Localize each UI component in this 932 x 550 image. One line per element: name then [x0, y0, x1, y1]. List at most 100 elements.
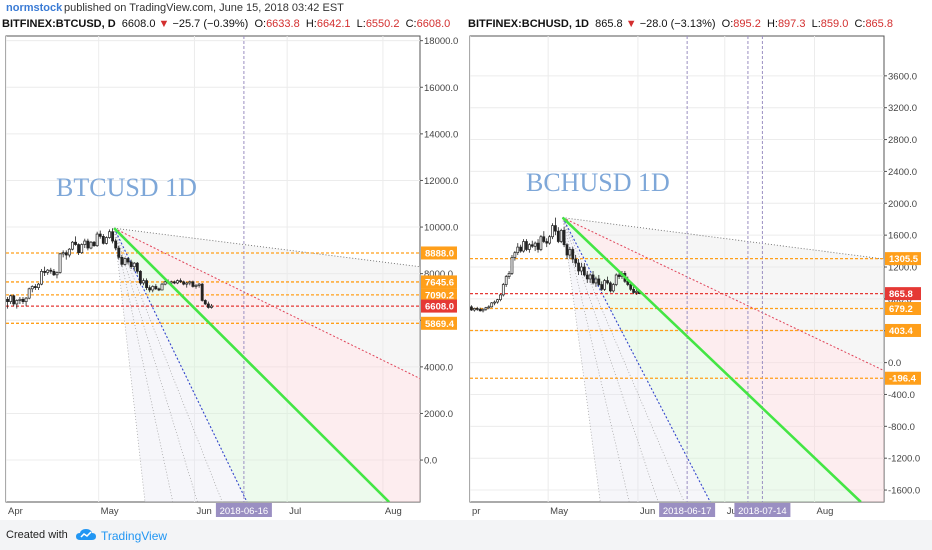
low-label: L: [356, 18, 366, 30]
y-tick-label: 8000.0 [424, 269, 453, 280]
fan-line-main [113, 227, 391, 502]
candle-body [533, 242, 537, 247]
fan-line-red [562, 217, 884, 372]
candle-body [61, 252, 65, 255]
x-tick-label: Aug [385, 506, 402, 517]
candle-body [501, 284, 505, 296]
ticker-line: BITFINEX:BCHUSD, 1D 865.8 ▼ −28.0 (−3.13… [468, 18, 893, 30]
date-badge-label: 2018-07-14 [738, 506, 787, 517]
candle-body [163, 281, 167, 285]
chart-panel-btcusd[interactable]: BTCUSD 1D 18000.0 16000.0 14000.0 12000.0 100… [0, 16, 466, 520]
candle-body [472, 308, 476, 311]
high-label: H: [766, 18, 778, 30]
candle-body [182, 281, 186, 285]
y-tick-label: -400.0 [888, 390, 915, 401]
candle-body [194, 284, 198, 287]
candle-body [478, 308, 482, 312]
candle-body [9, 295, 13, 302]
ticker-line: BITFINEX:BTCUSD, D 6608.0 ▼ −25.7 (−0.39… [2, 18, 450, 30]
x-tick-label: May [101, 506, 119, 517]
y-tick-label: 4000.0 [424, 362, 453, 373]
symbol-label[interactable]: BITFINEX:BTCUSD, D [2, 18, 116, 30]
tradingview-cloud-icon[interactable] [75, 528, 97, 542]
candle-body [609, 282, 612, 292]
watermark-label: BTCUSD 1D [56, 173, 197, 202]
last-price: 865.8 [595, 18, 623, 30]
candle-body [597, 278, 601, 285]
date-badge-label: 2018-06-17 [663, 506, 712, 517]
change-arrow-icon: ▼ [158, 18, 170, 30]
candle-body [145, 280, 149, 288]
candle-body [24, 297, 28, 302]
price-level-badge [421, 288, 457, 302]
candle-body [95, 233, 99, 247]
change-arrow-icon: ▼ [625, 18, 637, 30]
chart-panel-bchusd[interactable]: BCHUSD 1D 3600.0 3200.0 2800.0 2400.0 2000.0 1… [466, 16, 932, 520]
fan-ray [113, 228, 146, 502]
y-tick-label: 0.0 [888, 358, 901, 369]
plot-area [5, 35, 421, 503]
high-value: 6642.1 [316, 18, 351, 30]
candle-body [40, 270, 43, 285]
candle-body [197, 283, 201, 286]
candle-body [525, 241, 528, 250]
candle-body [18, 298, 22, 301]
candle-body [635, 290, 638, 293]
candle-body [74, 241, 77, 245]
x-tick-label: Jun [640, 506, 655, 517]
candle-body [542, 236, 546, 242]
price-level-value: 6608.0 [425, 302, 454, 313]
candle-body [203, 300, 207, 305]
symbol-label[interactable]: BITFINEX:BCHUSD, 1D [468, 18, 590, 30]
close-value: 865.8 [865, 18, 893, 30]
candle-body [539, 236, 543, 250]
high-value: 897.3 [777, 18, 806, 30]
candle-body [582, 266, 586, 276]
candle-body [126, 258, 130, 263]
candle-body [27, 288, 31, 299]
candle-body [585, 274, 589, 280]
price-level-value: 679.2 [889, 304, 913, 315]
candle-body [142, 280, 145, 284]
y-tick-label: -800.0 [888, 422, 915, 433]
open-label: O: [721, 18, 734, 30]
candle-body [108, 231, 111, 238]
chart-svg-bchusd[interactable]: BCHUSD 1D 3600.0 3200.0 2800.0 2400.0 2000.0 1… [466, 16, 932, 520]
candle-body [210, 305, 213, 308]
candle-body [562, 230, 566, 246]
price-level-value: 403.4 [889, 326, 913, 337]
y-tick-label: 3600.0 [888, 71, 917, 82]
candle-body [176, 280, 179, 284]
tradingview-link[interactable]: TradingView [101, 529, 168, 543]
y-tick-label: 3200.0 [888, 103, 917, 114]
y-tick-label: 14000.0 [424, 129, 458, 140]
change-value: −28.0 (−3.13%) [639, 18, 716, 30]
fan-line-red [113, 227, 420, 379]
x-tick-label: Apr [8, 506, 23, 517]
close-label: C: [405, 18, 417, 30]
price-level-value: 865.8 [889, 289, 913, 300]
candle-body [191, 281, 195, 287]
candle-body [530, 244, 534, 247]
price-level-value: 1305.5 [889, 254, 919, 265]
candle-body [80, 244, 84, 254]
chart-svg-btcusd[interactable]: BTCUSD 1D 18000.0 16000.0 14000.0 12000.0 100… [0, 16, 466, 520]
date-badge [734, 503, 791, 517]
candle-body [614, 274, 618, 285]
candle-body [536, 242, 540, 250]
x-tick-label: Jul [727, 506, 739, 517]
candle-body [37, 283, 40, 288]
candle-body [67, 248, 71, 256]
candle-body [522, 241, 525, 252]
price-level-badge [421, 316, 457, 330]
price-level-badge [885, 323, 921, 337]
x-tick-label: May [550, 506, 568, 517]
date-badge-label: 2018-06-16 [220, 506, 269, 517]
candle-body [565, 244, 569, 256]
candle-body [132, 262, 136, 268]
publish-info: published on TradingView.com, June 15, 2… [64, 2, 344, 14]
candle-body [43, 270, 47, 273]
y-tick-label: 1200.0 [888, 263, 917, 274]
author-link[interactable]: normstock [6, 2, 63, 14]
fan-ray [562, 217, 659, 502]
